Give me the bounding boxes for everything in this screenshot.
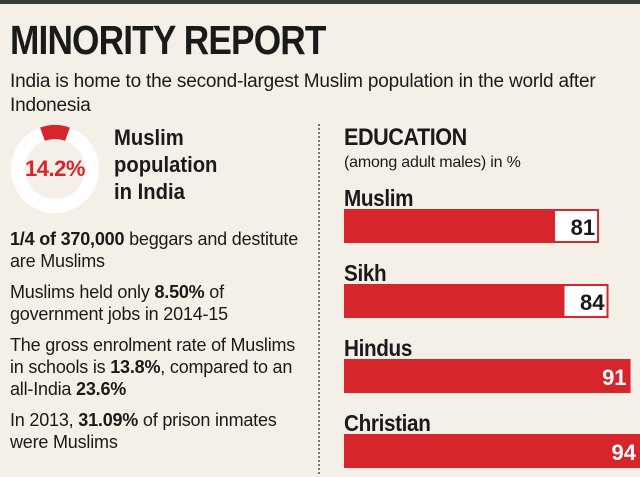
population-value: 14.2% xyxy=(25,156,85,181)
donut-arc xyxy=(40,125,70,141)
bar xyxy=(344,284,609,318)
bar-value-box xyxy=(596,436,638,466)
chart-subtitle: (among adult males) in % xyxy=(344,154,521,171)
fact-text: Muslims held only xyxy=(10,282,155,302)
bar xyxy=(344,209,600,243)
page-title: MINORITY REPORT xyxy=(10,17,326,63)
bar-value-box xyxy=(586,361,629,391)
fact-item: Muslims held only 8.50% of government jo… xyxy=(10,281,310,325)
fact-highlight: 23.6% xyxy=(76,379,127,399)
fact-highlight: 13.8% xyxy=(110,357,161,377)
bar-value-box xyxy=(555,211,598,241)
population-donut xyxy=(11,125,99,213)
population-label: Muslim population in India xyxy=(114,124,217,205)
population-label-line: in India xyxy=(114,179,185,204)
fact-item: In 2013, 31.09% of prison inmates were M… xyxy=(10,409,310,453)
fact-text: beggars and destitute are Muslims xyxy=(10,229,299,271)
bar-value-label: 81 xyxy=(571,215,595,240)
bar-value-label: 84 xyxy=(580,290,605,315)
top-rule xyxy=(0,0,640,4)
fact-text: of prison inmates were Muslims xyxy=(10,410,277,452)
population-label-line: Muslim xyxy=(114,125,184,150)
fact-text: of government jobs in 2014-15 xyxy=(10,282,228,324)
fact-item: The gross enrolment rate of Muslims in s… xyxy=(10,334,310,400)
fact-text: , compared to an all-India xyxy=(10,357,293,399)
bar xyxy=(344,359,631,393)
population-label-line: population xyxy=(114,152,218,177)
bar xyxy=(344,434,640,468)
column-divider xyxy=(318,124,320,474)
fact-item: 1/4 of 370,000 beggars and destitute are… xyxy=(10,228,310,272)
fact-text: In 2013, xyxy=(10,410,79,430)
bar-value-label: 94 xyxy=(612,440,637,465)
bar-value-box xyxy=(564,286,607,316)
facts-list: 1/4 of 370,000 beggars and destitute are… xyxy=(10,228,310,462)
fact-highlight: 31.09% xyxy=(78,410,139,430)
fact-highlight: 1/4 of 370,000 xyxy=(10,229,125,249)
bar-category-label: Hindus xyxy=(344,335,412,361)
fact-highlight: 8.50% xyxy=(154,282,205,302)
fact-text: The gross enrolment rate of Muslims in s… xyxy=(10,335,296,377)
bar-category-label: Muslim xyxy=(344,185,414,211)
bar-value-label: 91 xyxy=(602,365,626,390)
chart-title: EDUCATION xyxy=(344,124,467,151)
bar-category-label: Sikh xyxy=(344,260,387,286)
bar-category-label: Christian xyxy=(344,410,431,436)
page-subtitle: India is home to the second-largest Musl… xyxy=(10,71,596,116)
